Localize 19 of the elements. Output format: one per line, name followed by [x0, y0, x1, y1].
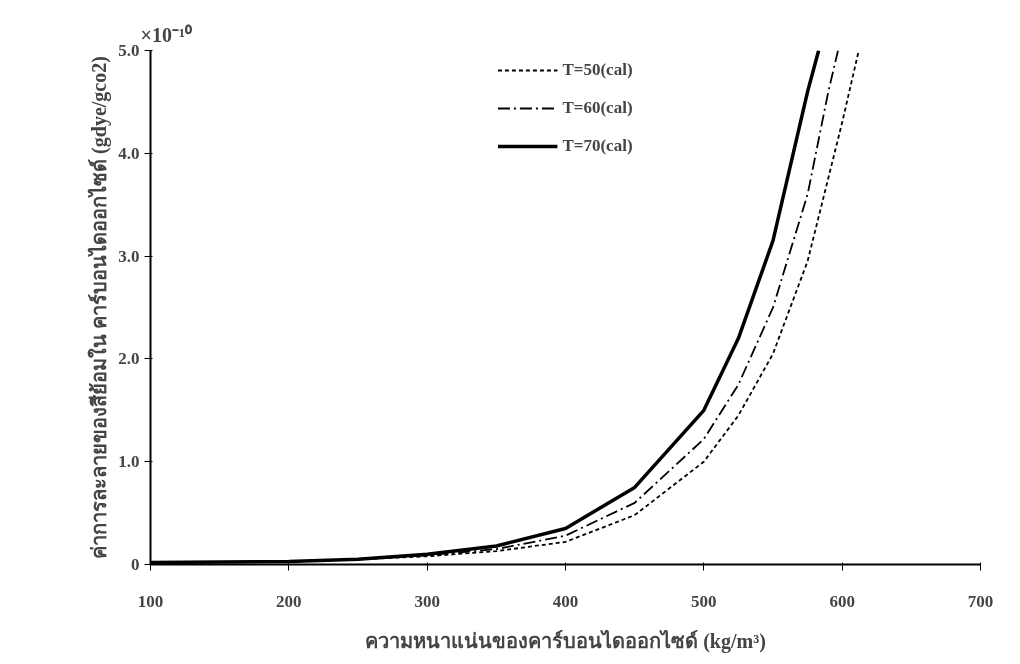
x-tick-label: 300 — [414, 591, 440, 611]
y-tick-label: 0 — [131, 555, 140, 574]
y-tick-label: 5.0 — [118, 41, 140, 60]
y-axis-title: ค่าการละลายของสีย้อมใน คาร์บอนไดออกไซด์ (gdye/gco2) — [87, 56, 112, 559]
y-tick-label: 1.0 — [118, 452, 140, 472]
x-axis-title: ความหนาแน่นของคาร์บอนไดออกไซด์ (kg/m³) — [365, 628, 766, 653]
x-tick-label: 500 — [691, 591, 717, 611]
text: ×10⁻¹⁰ — [140, 23, 192, 46]
legend-label: T=70(cal) — [562, 136, 633, 156]
y-tick-label: 4.0 — [118, 143, 140, 163]
x-tick-label: 600 — [829, 591, 855, 611]
legend-label: T=60(cal) — [562, 98, 633, 118]
x-tick-label: 700 — [967, 591, 994, 611]
legend-label: T=50(cal) — [562, 60, 633, 80]
x-tick-label: 400 — [552, 591, 579, 611]
y-tick-label: 3.0 — [118, 246, 140, 266]
x-tick-label: 200 — [276, 591, 302, 611]
y-tick-label: 2.0 — [118, 349, 140, 369]
x-tick-label: 100 — [137, 591, 164, 611]
